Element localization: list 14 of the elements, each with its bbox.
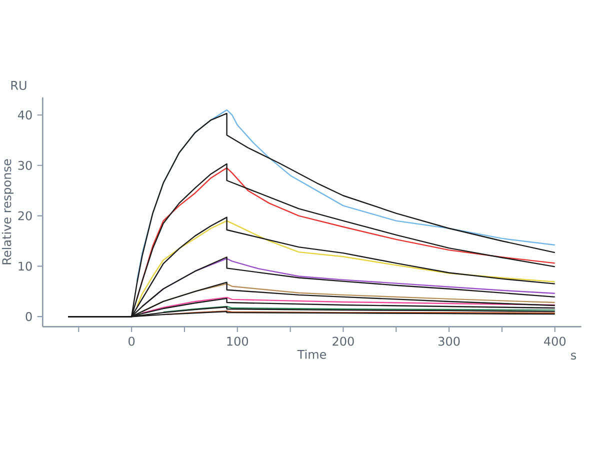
y-axis-title: Relative response — [2, 159, 14, 264]
text: s — [571, 352, 576, 360]
y-tick-label: 20 — [18, 211, 32, 220]
text: RU — [11, 81, 26, 90]
y-tick-label: 0 — [26, 312, 32, 322]
y-tick-label: 10 — [18, 262, 32, 271]
x-tick-label: 200 — [332, 336, 354, 346]
x-tick-label: 400 — [544, 336, 566, 346]
x-tick-label: 0 — [128, 336, 135, 346]
y-tick-label: 30 — [18, 160, 32, 170]
y-tick-label: 40 — [18, 110, 32, 120]
x-tick-label: 100 — [227, 336, 248, 346]
x-tick-label: 300 — [438, 336, 460, 346]
x-axis-title: Time — [297, 350, 326, 359]
